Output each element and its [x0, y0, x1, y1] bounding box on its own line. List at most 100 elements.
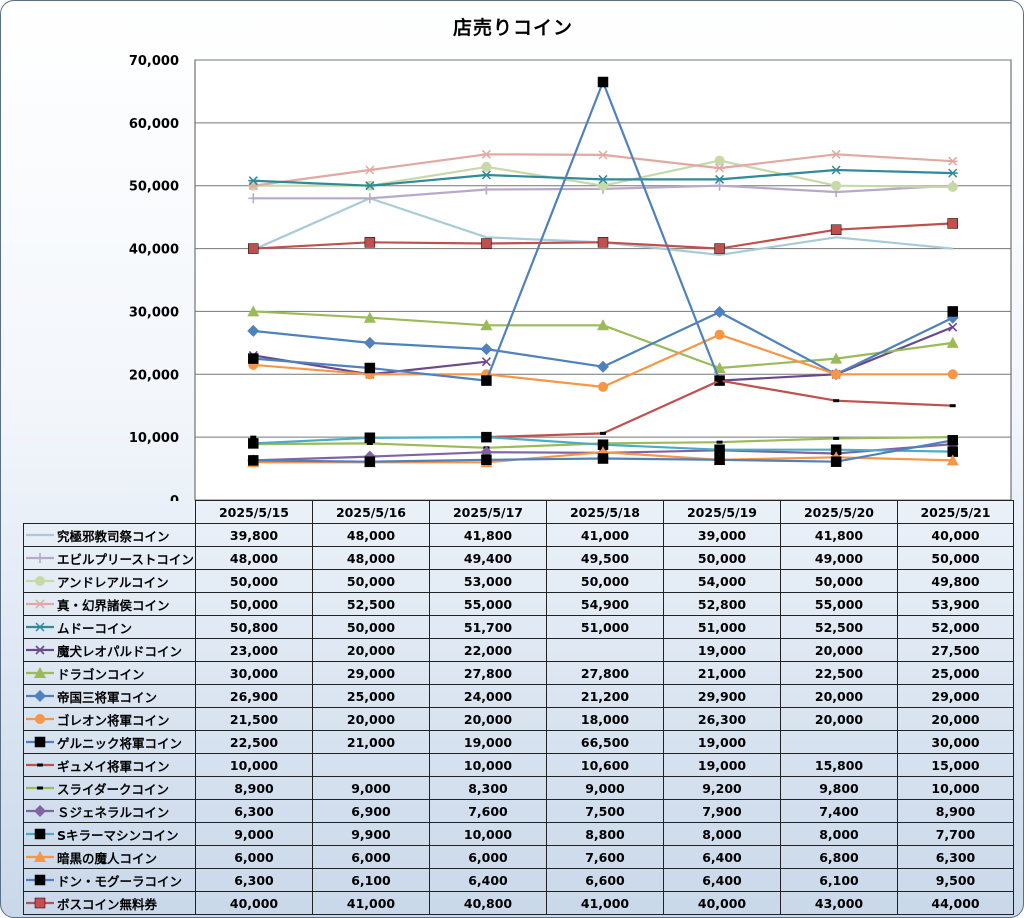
data-point	[947, 306, 958, 317]
data-label: 20,000	[312, 707, 430, 731]
data-label: 6,400	[663, 845, 781, 869]
x-tick-label: 2025/5/20	[780, 500, 898, 524]
data-label: 22,500	[780, 661, 898, 685]
data-label: 48,000	[195, 546, 313, 570]
table-row: 真・幻界諸侯コイン 50,000 52,500 55,000 54,900 52,800 5…	[23, 592, 1014, 616]
legend-key	[26, 786, 54, 790]
data-label: 27,800	[429, 661, 547, 685]
data-point	[34, 667, 46, 678]
data-point	[364, 165, 375, 175]
legend-label: 魔犬レオパルドコイン	[57, 643, 183, 659]
data-label: 6,300	[897, 845, 1014, 869]
data-point	[947, 168, 958, 178]
data-label: 53,900	[897, 592, 1014, 616]
data-point	[37, 763, 43, 767]
data-point	[598, 180, 608, 191]
data-point	[35, 599, 45, 609]
x-tick-label: 2025/5/15	[195, 500, 313, 524]
legend-key	[26, 828, 54, 840]
data-point	[481, 357, 491, 367]
data-label: 8,000	[663, 822, 781, 846]
data-label: 20,000	[897, 707, 1014, 731]
data-label: 52,500	[312, 592, 430, 616]
data-point	[713, 362, 726, 373]
data-label: 8,800	[546, 822, 664, 846]
data-point	[34, 805, 46, 817]
data-label: 49,800	[897, 569, 1014, 593]
data-point	[364, 193, 375, 204]
y-tick-label: 20,000	[129, 368, 179, 383]
data-point	[35, 622, 45, 632]
legend-label: Sキラーマシンコイン	[57, 827, 179, 843]
legend-key	[26, 690, 54, 702]
data-point	[35, 714, 45, 724]
x-tick-label: 2025/5/18	[546, 500, 664, 524]
data-label: 29,000	[312, 661, 430, 685]
data-label: 50,000	[312, 569, 430, 593]
data-label: 50,000	[897, 546, 1014, 570]
data-point	[34, 897, 46, 909]
data-point	[714, 454, 725, 466]
data-label: 43,000	[780, 891, 898, 915]
table-row: 暗黒の魔人コイン 6,000 6,000 6,000 7,600 6,400 6,800 6,…	[23, 845, 1014, 869]
data-label: 7,400	[780, 799, 898, 823]
data-label	[546, 638, 664, 662]
data-label: 9,000	[195, 822, 313, 846]
data-point	[248, 455, 259, 466]
data-label: 49,400	[429, 546, 547, 570]
data-label: 19,000	[429, 730, 547, 754]
data-point	[714, 329, 725, 340]
legend-label: スライダークコイン	[57, 781, 170, 797]
data-point	[948, 322, 958, 332]
data-point	[716, 379, 723, 383]
legend-key	[26, 736, 54, 748]
data-label: 44,000	[897, 891, 1014, 915]
legend-entry: 魔犬レオパルドコイン	[23, 638, 196, 662]
data-label: 19,000	[663, 730, 781, 754]
data-point	[364, 237, 376, 248]
data-label: 29,000	[897, 684, 1014, 708]
data-label: 10,000	[429, 753, 547, 777]
table-row: ボスコイン無料券 40,000 41,000 40,800 41,000 40,000 43…	[23, 891, 1014, 915]
data-label: 8,300	[429, 776, 547, 800]
x-tick-label: 2025/5/19	[663, 500, 781, 524]
data-label: 6,400	[429, 868, 547, 892]
data-point	[947, 218, 958, 229]
data-point	[831, 180, 842, 191]
data-label: 40,800	[429, 891, 547, 915]
data-label: 52,500	[780, 615, 898, 639]
table-row: 究極邪教司祭コイン 39,800 48,000 41,800 41,000 39,000 4…	[23, 523, 1014, 547]
data-point	[34, 828, 46, 840]
data-label: 20,000	[780, 707, 898, 731]
data-point	[364, 432, 376, 444]
legend-label: ドン・モグーラコイン	[57, 873, 183, 889]
data-point	[946, 336, 959, 348]
legend-label: ボスコイン無料券	[57, 896, 158, 912]
data-label: 20,000	[780, 638, 898, 662]
y-tick-label: 60,000	[129, 117, 179, 132]
legend-key	[26, 714, 54, 724]
data-point	[363, 311, 376, 323]
series	[248, 435, 958, 467]
legend-key	[26, 645, 54, 655]
data-label: 30,000	[195, 661, 313, 685]
data-point	[250, 435, 257, 439]
data-point	[714, 155, 725, 166]
data-point	[248, 193, 259, 204]
data-label: 10,600	[546, 753, 664, 777]
data-label: 24,000	[429, 684, 547, 708]
y-tick-label: 50,000	[129, 180, 179, 195]
data-point	[830, 456, 842, 467]
legend-key	[26, 897, 54, 909]
data-label: 40,000	[897, 523, 1014, 547]
table-row: スライダークコイン 8,900 9,000 8,300 9,000 9,200 9,800 1…	[23, 776, 1014, 800]
legend-key	[26, 553, 54, 563]
data-point	[833, 399, 840, 403]
data-point	[716, 440, 723, 444]
data-point	[481, 238, 492, 249]
legend-entry: ドラゴンコイン	[23, 661, 196, 685]
legend-entry: 帝国三将軍コイン	[23, 684, 196, 708]
data-point	[597, 453, 609, 464]
legend-label: エビルプリーストコイン	[57, 551, 194, 567]
data-label: 19,000	[663, 753, 781, 777]
